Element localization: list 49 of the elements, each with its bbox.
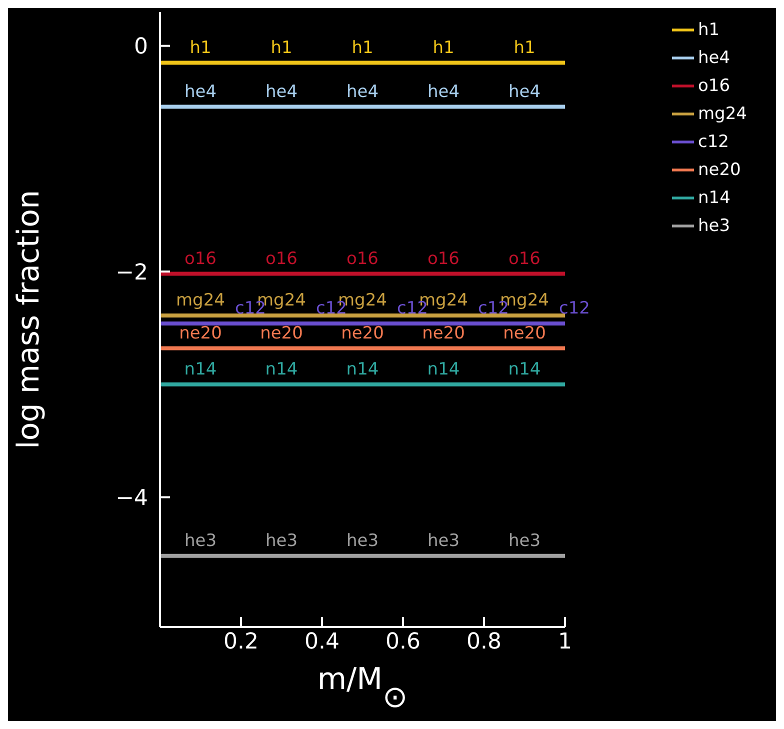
text: n14	[346, 359, 379, 380]
text: he4	[508, 82, 541, 102]
text: h1	[270, 38, 292, 58]
text: he3	[184, 530, 217, 551]
x-tick-label: 0.6	[386, 630, 420, 655]
text: h1	[352, 38, 374, 58]
text: he3	[427, 530, 460, 551]
text: n14	[184, 359, 217, 380]
text: he4	[346, 82, 379, 102]
text: he4	[427, 82, 460, 102]
text: ne20	[260, 323, 303, 344]
x-tick-label: 0.8	[466, 630, 502, 655]
y-tick-label: −4	[116, 486, 148, 512]
x-tick-label: 1	[558, 630, 572, 655]
text: o16	[427, 248, 460, 269]
legend-label: he4	[698, 48, 730, 68]
y-axis-title: log mass fraction	[12, 190, 47, 449]
text: mg24	[176, 290, 225, 311]
text: n14	[508, 359, 541, 380]
text: o16	[346, 248, 379, 269]
legend-label: he3	[698, 216, 730, 236]
text: n14	[427, 359, 460, 380]
text: c12	[559, 298, 590, 318]
text: ne20	[422, 323, 465, 344]
text: h1	[190, 38, 212, 58]
text: h1	[432, 38, 454, 58]
legend-label: c12	[698, 132, 729, 152]
text: ne20	[179, 323, 222, 344]
text: he3	[508, 530, 541, 551]
text: he4	[184, 82, 217, 102]
text: n14	[265, 359, 298, 380]
text: ne20	[341, 323, 384, 344]
text: o16	[508, 248, 541, 269]
text: he3	[265, 530, 298, 551]
text: ne20	[503, 323, 546, 344]
x-tick-label: 0.4	[304, 630, 340, 655]
text: o16	[265, 248, 298, 269]
y-tick-label: −2	[116, 260, 148, 286]
legend-label: o16	[698, 76, 730, 96]
legend-label: ne20	[698, 160, 741, 180]
text: he4	[265, 82, 298, 102]
text: o16	[184, 248, 217, 269]
x-tick-label: 0.2	[224, 630, 258, 655]
text: he3	[346, 530, 379, 551]
text: h1	[514, 38, 536, 58]
legend-label: mg24	[698, 104, 747, 124]
y-tick-label: 0	[134, 34, 148, 60]
legend-label: n14	[698, 188, 730, 208]
legend-label: h1	[698, 20, 720, 40]
